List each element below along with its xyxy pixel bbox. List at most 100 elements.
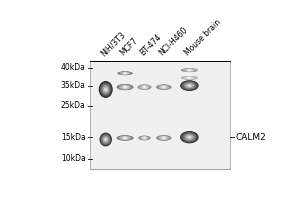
Ellipse shape: [139, 136, 150, 140]
Ellipse shape: [104, 87, 107, 92]
Ellipse shape: [119, 136, 131, 140]
Ellipse shape: [187, 84, 192, 87]
Ellipse shape: [143, 86, 146, 88]
Text: 15kDa: 15kDa: [61, 133, 86, 142]
Ellipse shape: [143, 86, 146, 88]
Ellipse shape: [187, 69, 191, 71]
Ellipse shape: [117, 71, 133, 75]
Ellipse shape: [105, 89, 106, 90]
Ellipse shape: [120, 72, 130, 75]
Ellipse shape: [124, 72, 126, 74]
Ellipse shape: [124, 137, 127, 139]
Ellipse shape: [124, 137, 126, 139]
Ellipse shape: [161, 137, 167, 139]
Ellipse shape: [159, 136, 169, 140]
Ellipse shape: [188, 69, 191, 71]
Ellipse shape: [189, 85, 190, 86]
Ellipse shape: [157, 135, 171, 140]
Ellipse shape: [163, 86, 164, 88]
Text: 10kDa: 10kDa: [61, 154, 86, 163]
Ellipse shape: [189, 77, 190, 79]
Ellipse shape: [181, 76, 198, 80]
Ellipse shape: [183, 133, 196, 141]
Ellipse shape: [185, 83, 193, 88]
Ellipse shape: [123, 72, 127, 74]
Ellipse shape: [117, 135, 133, 140]
Ellipse shape: [116, 84, 134, 90]
Ellipse shape: [163, 86, 165, 88]
Ellipse shape: [159, 85, 168, 89]
Ellipse shape: [182, 76, 197, 80]
Ellipse shape: [139, 136, 150, 140]
Ellipse shape: [140, 85, 148, 89]
Ellipse shape: [182, 68, 197, 72]
Ellipse shape: [104, 138, 107, 141]
Ellipse shape: [156, 135, 172, 141]
Ellipse shape: [124, 73, 126, 74]
Ellipse shape: [139, 85, 150, 90]
Ellipse shape: [181, 132, 198, 143]
Ellipse shape: [184, 69, 194, 72]
Ellipse shape: [101, 134, 110, 145]
Ellipse shape: [160, 136, 167, 140]
Ellipse shape: [102, 135, 110, 144]
Ellipse shape: [160, 86, 167, 89]
Ellipse shape: [142, 86, 147, 89]
Ellipse shape: [163, 137, 164, 139]
Ellipse shape: [143, 137, 146, 139]
Ellipse shape: [138, 136, 151, 140]
Ellipse shape: [123, 137, 127, 139]
Ellipse shape: [122, 137, 128, 139]
Ellipse shape: [138, 85, 151, 90]
Ellipse shape: [140, 136, 149, 140]
Ellipse shape: [121, 85, 129, 89]
Ellipse shape: [105, 138, 107, 141]
Ellipse shape: [187, 136, 192, 139]
Ellipse shape: [143, 137, 146, 139]
Text: 35kDa: 35kDa: [61, 81, 85, 90]
Ellipse shape: [101, 84, 110, 95]
Ellipse shape: [118, 71, 132, 75]
Ellipse shape: [104, 88, 107, 91]
Ellipse shape: [99, 82, 112, 97]
Ellipse shape: [103, 87, 108, 92]
Ellipse shape: [187, 77, 191, 79]
Ellipse shape: [100, 133, 111, 146]
Ellipse shape: [121, 72, 130, 75]
Ellipse shape: [119, 136, 131, 140]
Ellipse shape: [183, 69, 196, 72]
Ellipse shape: [182, 82, 197, 90]
Ellipse shape: [100, 133, 112, 146]
Ellipse shape: [116, 135, 134, 141]
Text: NCI-H460: NCI-H460: [158, 26, 190, 58]
Ellipse shape: [186, 69, 193, 71]
Ellipse shape: [187, 69, 192, 71]
Ellipse shape: [124, 86, 126, 88]
Ellipse shape: [141, 136, 148, 139]
Ellipse shape: [189, 137, 190, 138]
Ellipse shape: [122, 85, 128, 89]
Ellipse shape: [181, 81, 198, 91]
Ellipse shape: [162, 137, 166, 139]
Ellipse shape: [100, 82, 112, 97]
Ellipse shape: [160, 85, 168, 89]
Ellipse shape: [121, 72, 129, 75]
Ellipse shape: [188, 136, 191, 138]
Ellipse shape: [189, 70, 190, 71]
Ellipse shape: [186, 84, 193, 87]
Ellipse shape: [144, 137, 145, 139]
Ellipse shape: [185, 77, 194, 79]
Ellipse shape: [182, 81, 197, 90]
Ellipse shape: [188, 85, 191, 86]
Text: 25kDa: 25kDa: [61, 101, 86, 110]
Ellipse shape: [105, 139, 106, 140]
Ellipse shape: [119, 72, 131, 75]
Ellipse shape: [185, 135, 193, 140]
Ellipse shape: [141, 136, 148, 140]
Ellipse shape: [100, 134, 111, 145]
Ellipse shape: [158, 85, 170, 90]
Ellipse shape: [118, 136, 132, 140]
Ellipse shape: [160, 136, 168, 140]
Ellipse shape: [184, 134, 195, 141]
Ellipse shape: [140, 85, 149, 89]
